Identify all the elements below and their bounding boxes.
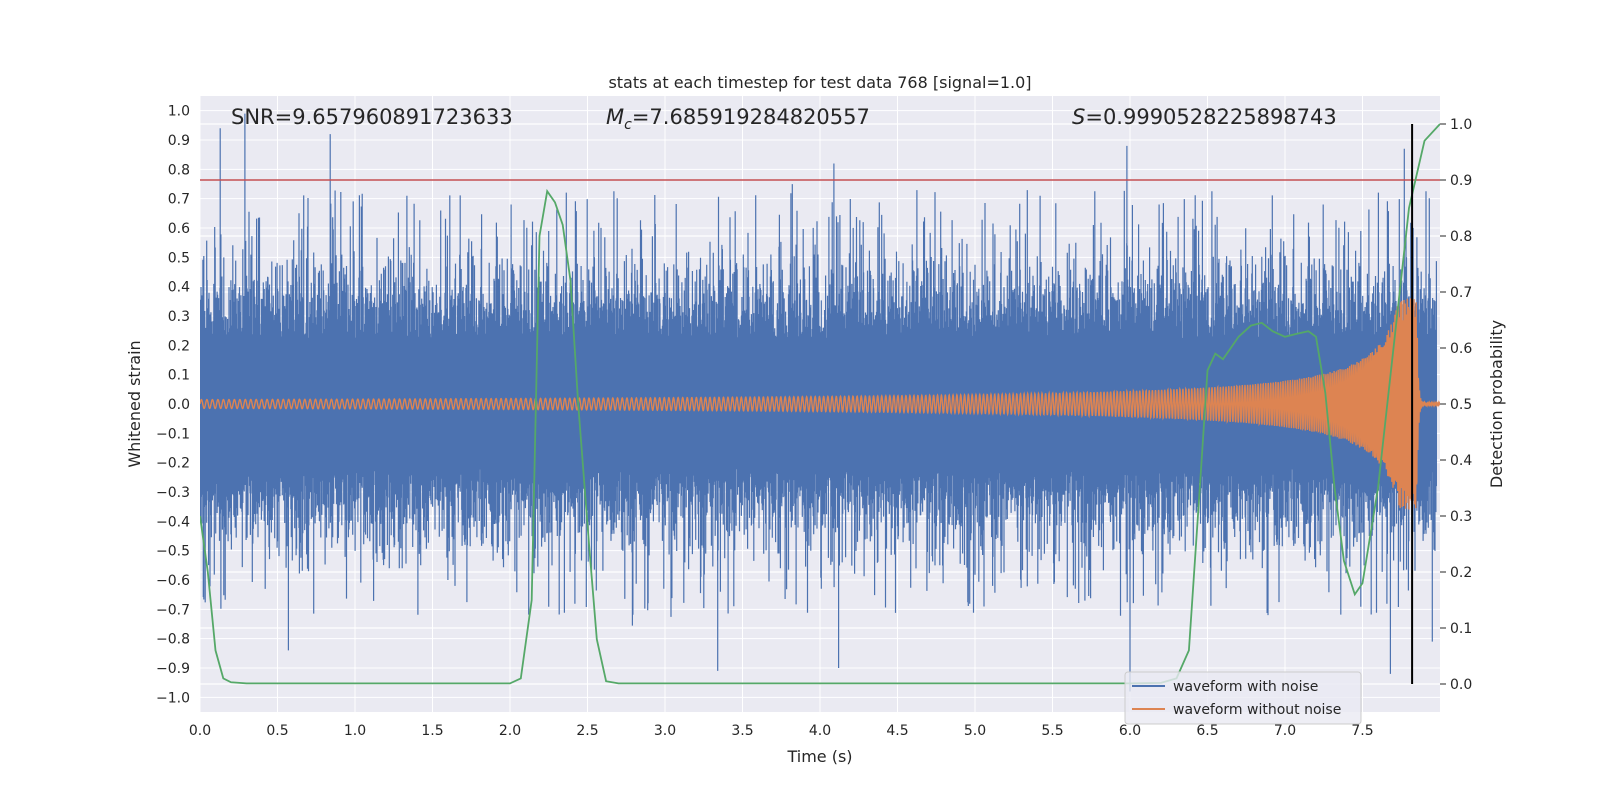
y2-tick-label: 0.0	[1450, 677, 1472, 693]
legend-label-waveform-with-noise: waveform with noise	[1173, 679, 1318, 695]
y-tick-label: −0.5	[156, 544, 190, 560]
y2-tick-label: 0.1	[1450, 621, 1472, 637]
y-tick-label: −0.3	[156, 485, 190, 501]
stat-snr: SNR=9.657960891723633	[231, 105, 513, 129]
x-tick-label: 6.0	[1119, 723, 1141, 739]
y-tick-label: 0.6	[168, 221, 190, 237]
x-tick-label: 7.0	[1274, 723, 1296, 739]
x-tick-label: 4.0	[809, 723, 831, 739]
y-tick-label: −0.2	[156, 456, 190, 472]
y2-tick-label: 0.6	[1450, 341, 1472, 357]
y-tick-label: −0.9	[156, 661, 190, 677]
y2-tick-label: 0.4	[1450, 453, 1472, 469]
y2-tick-label: 0.9	[1450, 173, 1472, 189]
y-tick-label: 0.9	[168, 133, 190, 149]
stat-detection-statistic: S=0.9990528225898743	[1072, 105, 1337, 129]
x-tick-label: 3.5	[731, 723, 753, 739]
y-tick-label: −0.1	[156, 426, 190, 442]
y-tick-label: 0.0	[168, 397, 190, 413]
x-tick-label: 6.5	[1196, 723, 1218, 739]
series-waveform-without-noise	[200, 298, 1440, 510]
x-tick-label: 0.0	[189, 723, 211, 739]
y-tick-label: 0.1	[168, 368, 190, 384]
y-tick-label: 0.4	[168, 280, 190, 296]
x-tick-label: 2.0	[499, 723, 521, 739]
x-axis-ticks: 0.0 0.5 1.0 1.5 2.0 2.5 3.0 3.5 4.0 4.5 5.0 5.5 6.0 6…	[189, 723, 1374, 739]
y2-axis-label: Detection probability	[1487, 320, 1506, 488]
y-tick-label: −0.7	[156, 602, 190, 618]
y2-tick-label: 0.8	[1450, 229, 1472, 245]
y2-tick-label: 0.5	[1450, 397, 1472, 413]
y-axis-ticks: 1.0 0.9 0.8 0.7 0.6 0.5 0.4 0.3 0.2 0.1 0.0 −0.1 −0.…	[156, 104, 190, 707]
y-tick-label: −0.4	[156, 514, 190, 530]
y-tick-label: 0.2	[168, 338, 190, 354]
legend-label-waveform-without-noise: waveform without noise	[1173, 702, 1341, 718]
y2-axis-ticks: 1.0 0.9 0.8 0.7 0.6 0.5 0.4 0.3 0.2 0.1 0.0	[1440, 117, 1472, 693]
y-tick-label: −0.8	[156, 632, 190, 648]
y2-tick-label: 0.3	[1450, 509, 1472, 525]
y-tick-label: 1.0	[168, 104, 190, 120]
x-tick-label: 5.0	[964, 723, 986, 739]
x-tick-label: 1.0	[344, 723, 366, 739]
legend: waveform with noise waveform without noi…	[1124, 671, 1362, 725]
y-tick-label: 0.5	[168, 250, 190, 266]
y2-tick-label: 0.7	[1450, 285, 1472, 301]
y-tick-label: 0.8	[168, 162, 190, 178]
y-tick-label: −0.6	[156, 573, 190, 589]
stat-chirp-mass: Mc=7.685919284820557	[606, 105, 870, 133]
x-tick-label: 1.5	[421, 723, 443, 739]
x-tick-label: 3.0	[654, 723, 676, 739]
y-axis-label: Whitened strain	[125, 340, 144, 467]
x-tick-label: 7.5	[1351, 723, 1373, 739]
x-tick-label: 5.5	[1041, 723, 1063, 739]
series-waveform-with-noise	[200, 113, 1437, 692]
y-tick-label: 0.7	[168, 192, 190, 208]
y2-tick-label: 1.0	[1450, 117, 1472, 133]
chart-title: stats at each timestep for test data 768…	[608, 73, 1031, 92]
y-tick-label: −1.0	[156, 690, 190, 706]
x-axis-label: Time (s)	[786, 747, 852, 766]
x-tick-label: 0.5	[266, 723, 288, 739]
x-tick-label: 4.5	[886, 723, 908, 739]
y2-tick-label: 0.2	[1450, 565, 1472, 581]
y-tick-label: 0.3	[168, 309, 190, 325]
x-tick-label: 2.5	[576, 723, 598, 739]
